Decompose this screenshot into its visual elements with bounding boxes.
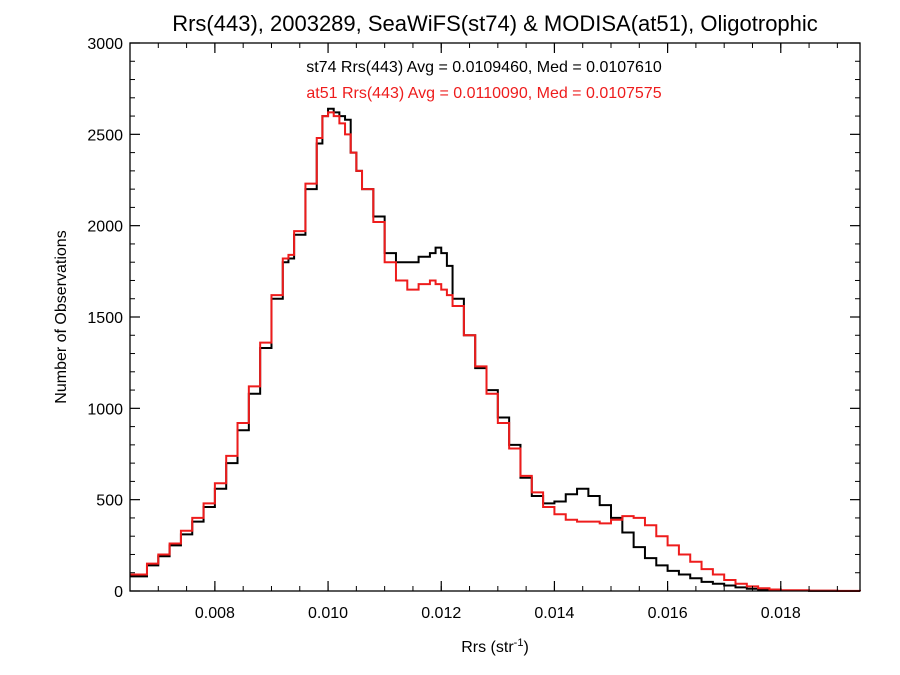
series-line-at51 <box>130 111 861 592</box>
x-axis-label-sup: -1 <box>514 637 524 649</box>
x-tick-label: 0.012 <box>421 605 461 622</box>
x-axis-label-end: ) <box>523 639 528 656</box>
series-layer <box>130 107 861 592</box>
y-tick-label: 500 <box>96 493 123 510</box>
series-line-st74 <box>130 107 860 592</box>
x-axis-label-base: Rrs (str <box>461 639 514 656</box>
y-tick-label: 2500 <box>87 127 123 144</box>
x-tick-label: 0.018 <box>761 605 801 622</box>
ticks-layer: 0.008 0.010 0.012 0.014 0.016 0.018 0 500 1000 15… <box>87 36 860 622</box>
y-tick-label: 3000 <box>87 36 123 53</box>
x-tick-label: 0.014 <box>534 605 574 622</box>
x-tick-label: 0.016 <box>648 605 688 622</box>
y-tick-label: 0 <box>114 584 123 601</box>
x-tick-label: 0.010 <box>308 605 348 622</box>
chart-title: Rrs(443), 2003289, SeaWiFS(st74) & MODIS… <box>172 11 818 36</box>
x-axis-label: Rrs (str-1) <box>461 637 529 656</box>
y-axis-label: Number of Observations <box>53 230 70 403</box>
plot-frame <box>129 42 861 592</box>
annotation-st74: st74 Rrs(443) Avg = 0.0109460, Med = 0.0… <box>306 59 662 76</box>
x-tick-label: 0.008 <box>195 605 235 622</box>
y-tick-label: 1000 <box>87 401 123 418</box>
annotation-at51: at51 Rrs(443) Avg = 0.0110090, Med = 0.0… <box>306 85 661 102</box>
y-tick-label: 2000 <box>87 219 123 236</box>
y-tick-label: 1500 <box>87 310 123 327</box>
